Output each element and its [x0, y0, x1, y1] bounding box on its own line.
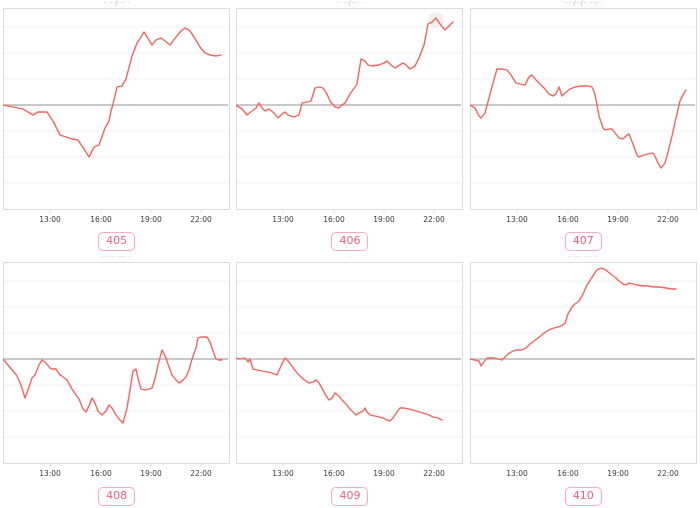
chart-number-badge[interactable]: 408 [98, 486, 136, 506]
x-tick-label: 19:00 [607, 215, 629, 224]
plot-frame [236, 262, 464, 464]
chart-canvas: 13:00 16:00 19:00 22:00 [236, 262, 464, 484]
x-tick-label: 22:00 [190, 469, 212, 478]
plot-frame [3, 7, 231, 210]
series-line [236, 17, 455, 119]
x-tick-label: 19:00 [374, 215, 396, 224]
x-tick-label: 19:00 [140, 215, 162, 224]
x-tick-label: 13:00 [506, 469, 528, 478]
plot-frame [469, 7, 697, 210]
chart-cell-407: ····/··/·· ··:·· 13:00 16:00 19:00 22:00 40… [467, 0, 700, 252]
x-tick-label: 16:00 [90, 215, 112, 224]
x-tick-label: 22:00 [424, 215, 446, 224]
x-tick-label: 13:00 [273, 469, 295, 478]
chart-canvas: 13:00 16:00 19:00 22:00 [469, 262, 697, 484]
chart-number-badge[interactable]: 410 [564, 486, 602, 506]
chart-title: ·· ···· ···· ·· [100, 254, 133, 260]
x-tick-label: 19:00 [607, 469, 629, 478]
chart-number-badge[interactable]: 406 [331, 231, 369, 251]
x-tick-label: 13:00 [39, 469, 61, 478]
chart-cell-410: ·· ···· ···· ·· 13:00 16:00 19:00 22:00 410 [467, 252, 700, 508]
series-line [3, 27, 222, 158]
series-line [236, 357, 444, 422]
chart-title: ····/··/·· ··:·· [563, 0, 603, 7]
series-line [3, 336, 223, 424]
chart-cell-408: ·· ···· ···· ·· 13:00 16:00 19:00 22:00 408 [0, 252, 233, 508]
x-tick-label: 19:00 [374, 469, 396, 478]
chart-canvas: 13:00 16:00 19:00 22:00 [3, 262, 231, 484]
x-tick-label: 13:00 [273, 215, 295, 224]
x-tick-label: 22:00 [190, 215, 212, 224]
chart-title: ·· ··/··· · [103, 0, 130, 7]
x-tick-label: 16:00 [324, 469, 346, 478]
chart-title: · · [346, 254, 354, 260]
x-tick-label: 16:00 [557, 469, 579, 478]
x-tick-label: 22:00 [657, 469, 679, 478]
series-line [469, 68, 687, 169]
x-tick-label: 16:00 [90, 469, 112, 478]
x-tick-label: 16:00 [557, 215, 579, 224]
chart-canvas: 13:00 16:00 19:00 22:00 [3, 7, 231, 230]
chart-title: ·· ··/··· · [336, 0, 364, 7]
x-tick-label: 16:00 [324, 215, 346, 224]
chart-number-badge[interactable]: 407 [564, 231, 602, 251]
chart-cell-405: ·· ··/··· · 13:00 16:00 19:00 22:00 405 [0, 0, 233, 252]
chart-cell-409: · · 13:00 16:00 19:00 22:00 409 [233, 252, 466, 508]
chart-canvas: 13:00 16:00 19:00 22:00 [236, 7, 464, 230]
x-tick-label: 22:00 [424, 469, 446, 478]
x-tick-label: 13:00 [506, 215, 528, 224]
chart-number-badge[interactable]: 405 [98, 231, 136, 251]
chart-title: ·· ···· ···· ·· [567, 254, 599, 260]
plot-frame [469, 262, 697, 464]
chart-canvas: 13:00 16:00 19:00 22:00 [469, 7, 697, 230]
x-tick-label: 22:00 [657, 215, 679, 224]
chart-number-badge[interactable]: 409 [331, 486, 369, 506]
x-tick-label: 13:00 [39, 215, 61, 224]
x-tick-label: 19:00 [140, 469, 162, 478]
chart-cell-406: ·· ··/··· · 13:00 16:00 19:00 22:00 406 [233, 0, 466, 252]
plot-frame [3, 262, 231, 464]
plot-frame [236, 7, 464, 210]
series-line [469, 267, 677, 367]
